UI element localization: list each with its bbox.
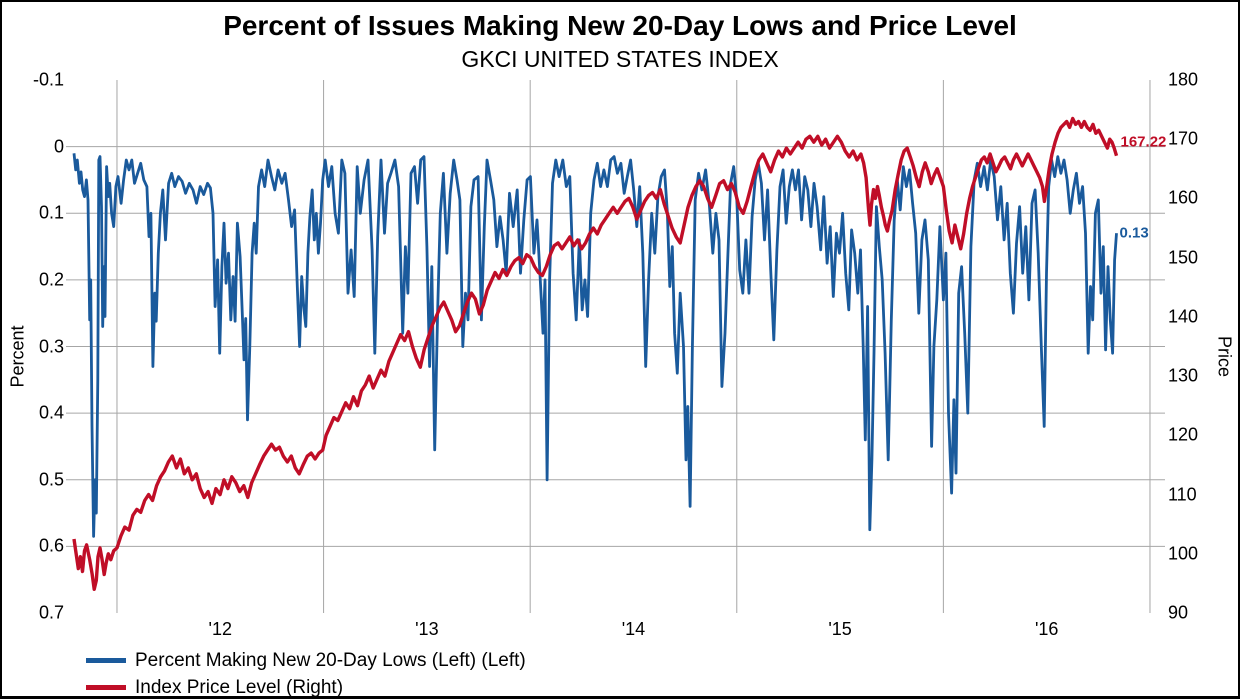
- axis-tick-label: 0.2: [38, 269, 64, 290]
- axis-tick-label: 170: [1168, 128, 1199, 149]
- chart-subtitle: GKCI UNITED STATES INDEX: [461, 46, 779, 72]
- axis-tick-label: 0.4: [38, 402, 64, 423]
- axis-tick-label: '16: [1034, 619, 1059, 639]
- legend-label: Index Price Level (Right): [135, 676, 344, 698]
- axis-tick-label: 120: [1168, 424, 1199, 445]
- axis-tick-label: 110: [1168, 484, 1197, 505]
- axis-tick-label: 100: [1168, 543, 1199, 564]
- legend-line-swatch: [86, 685, 126, 690]
- axis-tick-label: 0.1: [38, 202, 64, 223]
- price-end-value-label: 167.22: [1120, 133, 1167, 151]
- chart-title: Percent of Issues Making New 20-Day Lows…: [223, 10, 1017, 41]
- axis-tick-label: 0: [53, 136, 64, 157]
- legend-item: Percent Making New 20-Day Lows (Left) (L…: [86, 647, 526, 674]
- axis-tick-label: 140: [1168, 306, 1199, 327]
- axis-tick-label: 90: [1168, 602, 1189, 623]
- axis-tick-label: '15: [828, 619, 852, 639]
- axis-tick-label: '13: [415, 619, 439, 639]
- axis-tick-label: '14: [621, 619, 646, 639]
- axis-tick-label: -0.1: [32, 69, 64, 90]
- right-axis-title: Price: [1214, 335, 1235, 377]
- left-axis-title: Percent: [7, 325, 28, 388]
- axis-tick-label: 160: [1168, 187, 1199, 208]
- price-line: [72, 116, 1119, 591]
- legend-item: Index Price Level (Right): [86, 674, 526, 698]
- axis-tick-label: 150: [1168, 247, 1199, 268]
- axis-tick-label: 0.6: [38, 535, 64, 556]
- legend-label: Percent Making New 20-Day Lows (Left) (L…: [135, 649, 526, 671]
- percent-lows-line: [72, 153, 1118, 538]
- axis-tick-label: 0.5: [38, 469, 64, 490]
- legend: Percent Making New 20-Day Lows (Left) (L…: [86, 647, 526, 698]
- axis-tick-label: '12: [208, 619, 232, 639]
- axis-tick-label: 130: [1168, 365, 1199, 386]
- axis-tick-label: 180: [1168, 69, 1199, 90]
- axis-tick-label: 0.3: [38, 336, 64, 356]
- percent-end-value-label: 0.13: [1119, 224, 1149, 242]
- legend-line-swatch: [86, 658, 126, 663]
- axis-tick-label: 0.7: [38, 602, 64, 623]
